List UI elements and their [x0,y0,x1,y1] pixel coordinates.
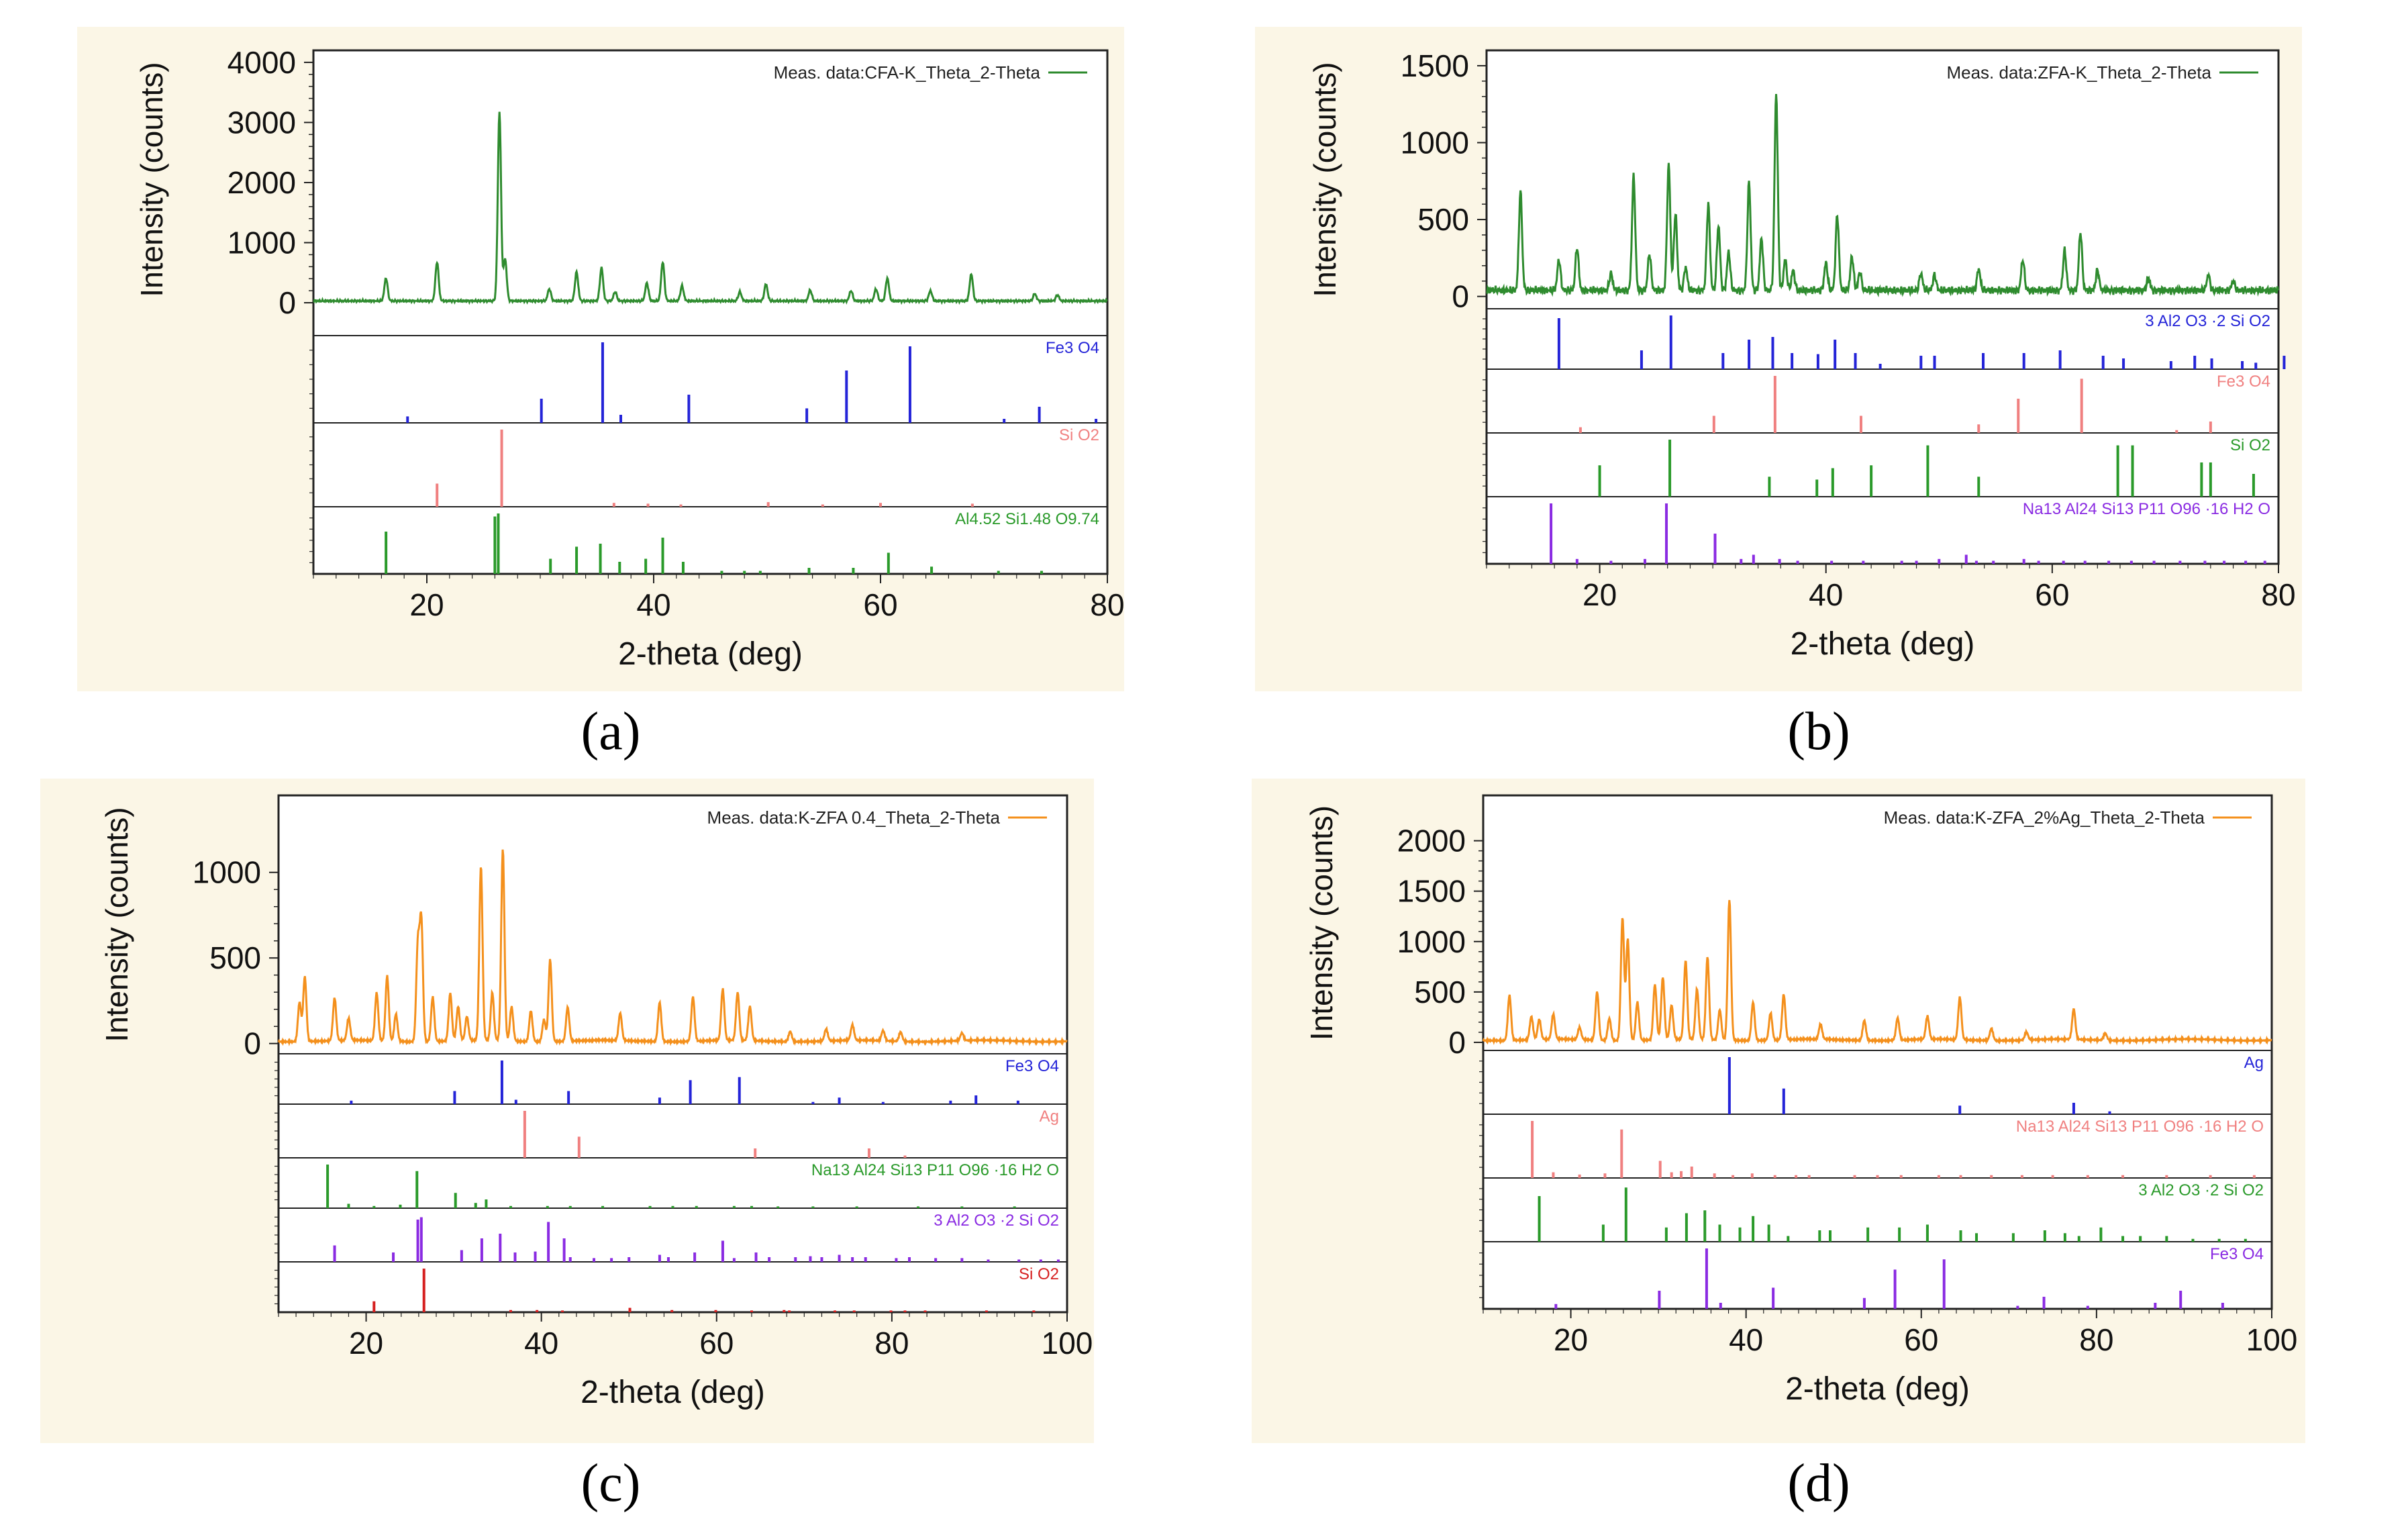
panel-a: 0 1000 2000 3000 4000 Intensity (counts) 20 40 6… [77,27,1124,691]
y-tick-label: 0 [279,285,296,320]
caption-c: (c) [510,1453,711,1514]
y-tick-label: 500 [1414,975,1466,1009]
y-tick-label: 1500 [1397,874,1466,909]
x-tick-label: 60 [1904,1322,1938,1357]
x-tick-label: 40 [524,1326,558,1361]
reference-phase-label: Na13 Al24 Si13 P11 O96 ·16 H2 O [2016,1118,2264,1136]
xrd-chart-a: 0 1000 2000 3000 4000 Intensity (counts) 20 40 6… [77,27,1124,691]
measured-pattern-line [313,111,1108,305]
reference-phase-label: 3 Al2 O3 ·2 Si O2 [2145,312,2270,330]
reference-phase-label: Ag [1040,1107,1059,1126]
reference-phase-label: Si O2 [1019,1265,1059,1283]
caption-d: (d) [1718,1453,1919,1514]
y-tick-label: 2000 [228,165,296,200]
legend-entry: Meas. data:CFA-K_Theta_2-Theta [774,62,1041,83]
x-tick-label: 80 [2079,1322,2113,1357]
y-tick-label: 1000 [193,855,261,890]
reference-phase-label: 3 Al2 O3 ·2 Si O2 [934,1212,1059,1230]
reference-phase-label: Si O2 [1059,426,1099,444]
caption-b-text: (b) [1787,702,1850,761]
caption-c-text: (c) [581,1454,641,1513]
x-axis-label: 2-theta (deg) [618,636,803,672]
reference-phase-label: Fe3 O4 [2217,373,2270,391]
x-tick-label: 40 [1809,577,1843,612]
legend-entry: Meas. data:K-ZFA_2%Ag_Theta_2-Theta [1884,807,2205,828]
y-tick-label: 500 [1417,202,1469,237]
x-tick-label: 80 [1090,587,1124,622]
x-tick-label: 60 [863,587,897,622]
y-axis-label: Intensity (counts) [134,62,169,297]
measured-pattern-line [1486,94,2280,297]
x-tick-label: 80 [874,1326,909,1361]
x-axis-label: 2-theta (deg) [581,1375,765,1410]
x-tick-label: 40 [636,587,670,622]
reference-phase-label: Fe3 O4 [1005,1057,1059,1075]
x-tick-label: 60 [699,1326,734,1361]
plot-frame [1485,49,2280,565]
x-tick-label: 20 [409,587,444,622]
xrd-chart-d: 0 500 1000 1500 2000 Intensity (counts) 20 40 60… [1252,779,2305,1443]
y-axis-label: Intensity (counts) [99,807,134,1042]
caption-a-text: (a) [581,702,641,761]
reference-phase-label: Fe3 O4 [1046,339,1099,357]
y-tick-label: 2000 [1397,824,1466,858]
measured-pattern-line [277,849,1068,1047]
y-tick-label: 1000 [1401,126,1469,160]
reference-phase-label: Fe3 O4 [2210,1245,2264,1263]
measured-pattern-line [1482,899,2272,1046]
legend-entry: Meas. data:K-ZFA 0.4_Theta_2-Theta [707,807,1001,828]
panel-d: 0 500 1000 1500 2000 Intensity (counts) 20 40 60… [1252,779,2305,1443]
panel-b: 0 500 1000 1500 Intensity (counts) 20 40 60 80 2-… [1255,27,2302,691]
reference-phase-label: Al4.52 Si1.48 O9.74 [955,510,1099,528]
xrd-chart-c: 0 500 1000 Intensity (counts) 20 40 60 80 100 2-t… [40,779,1094,1443]
y-axis-label: Intensity (counts) [1307,62,1342,297]
y-tick-label: 0 [244,1026,261,1061]
x-tick-label: 100 [2246,1322,2298,1357]
y-tick-label: 1500 [1401,48,1469,83]
panel-c: 0 500 1000 Intensity (counts) 20 40 60 80 100 2-t… [40,779,1094,1443]
reference-phase-label: Na13 Al24 Si13 P11 O96 ·16 H2 O [811,1161,1059,1179]
x-axis-label: 2-theta (deg) [1785,1371,1970,1407]
plot-frame [1482,794,2273,1310]
x-tick-label: 40 [1729,1322,1763,1357]
x-tick-label: 80 [2261,577,2295,612]
legend-entry: Meas. data:ZFA-K_Theta_2-Theta [1946,62,2211,83]
x-tick-label: 20 [349,1326,383,1361]
y-tick-label: 3000 [228,105,296,140]
x-tick-label: 20 [1583,577,1617,612]
caption-b: (b) [1718,701,1919,762]
xrd-chart-b: 0 500 1000 1500 Intensity (counts) 20 40 60 80 2-… [1255,27,2302,691]
reference-phase-label: 3 Al2 O3 ·2 Si O2 [2138,1181,2264,1199]
y-tick-label: 1000 [1397,924,1466,959]
y-tick-label: 1000 [228,226,296,260]
x-tick-label: 60 [2035,577,2069,612]
reference-phase-label: Si O2 [2230,436,2270,454]
y-tick-label: 500 [209,940,261,975]
y-tick-label: 4000 [228,45,296,80]
reference-phase-label: Ag [2244,1054,2264,1072]
x-axis-label: 2-theta (deg) [1791,626,1975,662]
x-tick-label: 20 [1554,1322,1588,1357]
y-tick-label: 0 [1448,1025,1466,1060]
y-tick-label: 0 [1452,279,1469,314]
caption-d-text: (d) [1787,1454,1850,1513]
x-tick-label: 100 [1042,1326,1093,1361]
y-axis-label: Intensity (counts) [1304,805,1339,1040]
reference-phase-label: Na13 Al24 Si13 P11 O96 ·16 H2 O [2023,500,2270,518]
caption-a: (a) [510,701,711,762]
plot-frame [312,49,1109,575]
